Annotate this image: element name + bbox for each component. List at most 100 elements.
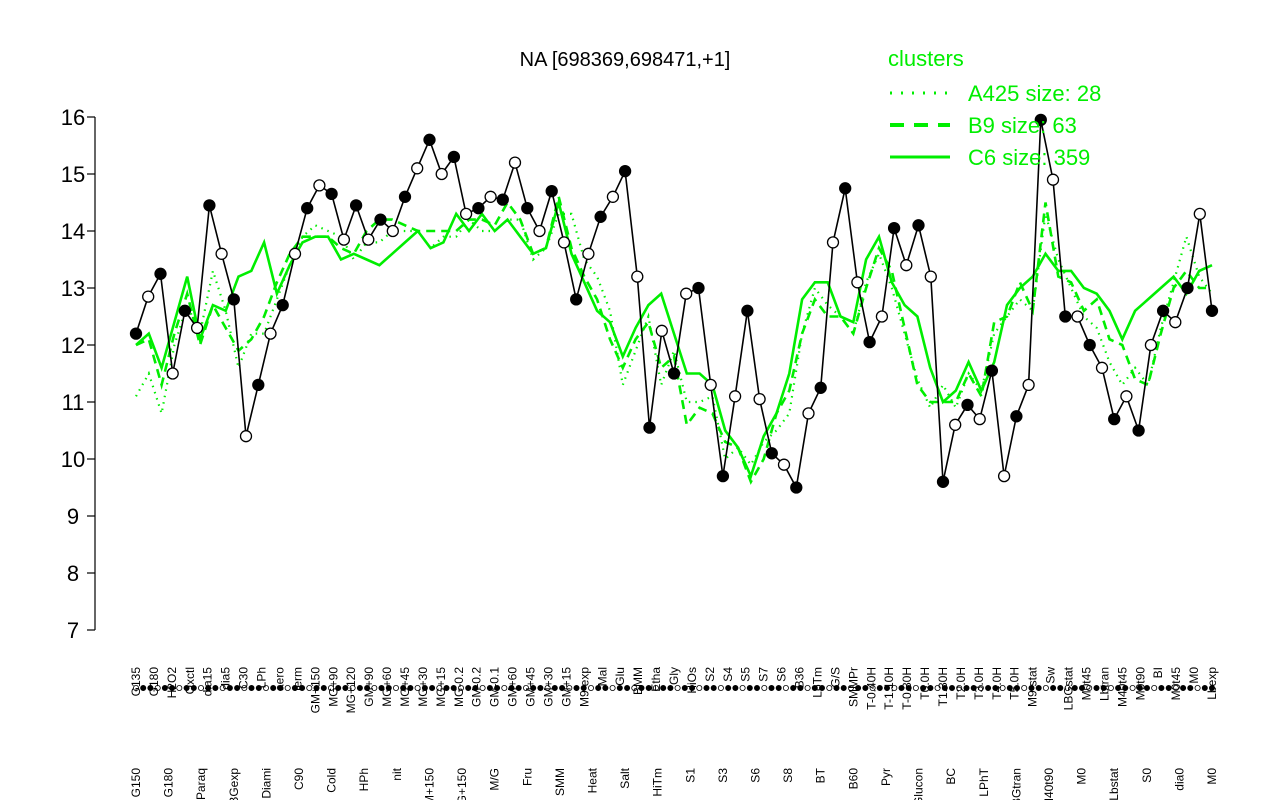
x-rug-mark — [190, 685, 197, 692]
x-tick-label: M9-exp — [577, 667, 591, 707]
data-point — [154, 267, 167, 280]
data-point — [264, 327, 277, 340]
data-point — [1193, 207, 1206, 221]
data-point — [557, 236, 571, 249]
x-rug-mark — [537, 685, 544, 692]
x-rug-mark — [291, 685, 298, 692]
legend: clusters A425 size: 28 B9 size: 63 C6 si… — [888, 46, 1101, 170]
x-rug-mark — [436, 685, 443, 692]
x-rug-mark — [1136, 685, 1143, 692]
x-tick-label: B60 — [846, 768, 860, 790]
data-point — [447, 150, 461, 164]
x-tick-label: GM+60 — [506, 667, 520, 707]
x-tick-label: T3.0H — [972, 667, 986, 700]
data-point — [570, 293, 583, 306]
x-rug-mark — [1100, 685, 1107, 692]
x-rug-mark — [400, 685, 407, 692]
x-rug-mark — [342, 685, 349, 692]
x-rug-mark — [811, 685, 818, 692]
x-rug-mark — [1050, 685, 1057, 692]
x-rug-mark — [212, 685, 219, 692]
x-tick-label: BMM — [631, 667, 645, 695]
x-tick-label: S6 — [775, 667, 789, 682]
x-rug-mark — [407, 685, 414, 692]
legend-label-a425: A425 size: 28 — [968, 81, 1101, 106]
x-rug-mark — [551, 685, 558, 692]
x-rug-mark — [1086, 685, 1093, 692]
data-point — [496, 193, 509, 206]
x-rug-mark — [819, 685, 826, 692]
data-point — [887, 221, 901, 235]
x-rug-mark — [306, 685, 313, 692]
x-tick-label: G/S — [828, 667, 842, 688]
x-tick-label: C30 — [237, 667, 251, 689]
x-rug-mark — [1165, 685, 1172, 692]
y-tick-label: 15 — [61, 162, 85, 187]
legend-label-b9: B9 size: 63 — [968, 113, 1077, 138]
x-tick-label: MG+120 — [344, 667, 358, 714]
data-point — [301, 202, 314, 215]
data-point — [129, 327, 143, 340]
y-tick-label: 8 — [67, 561, 79, 586]
x-tick-label: GM+150 — [423, 768, 437, 800]
data-point — [802, 407, 815, 420]
x-tick-label: S1 — [683, 768, 697, 783]
x-tick-label: MG+90 — [326, 667, 340, 707]
x-tick-label: GM+30 — [542, 667, 556, 707]
x-rug-mark — [905, 685, 912, 692]
x-rug-mark — [912, 685, 919, 692]
x-rug-mark — [1209, 685, 1216, 692]
x-rug-mark — [941, 685, 948, 692]
x-tick-label: GM+90 — [362, 667, 376, 707]
data-point — [973, 412, 986, 426]
x-rug-mark — [559, 685, 566, 692]
x-rug-mark — [999, 685, 1006, 692]
x-rug-mark — [710, 685, 717, 692]
data-point — [936, 475, 950, 488]
data-point — [386, 224, 399, 238]
x-rug-mark — [132, 685, 139, 692]
data-point — [826, 236, 840, 249]
x-tick-label: M0 — [1075, 768, 1089, 785]
x-rug-mark — [840, 685, 847, 692]
x-tick-label: SMMPr — [846, 667, 860, 707]
data-point — [435, 167, 448, 181]
x-rug-mark — [277, 685, 284, 692]
x-tick-label: BC — [944, 768, 958, 785]
x-tick-label: Gly — [667, 667, 681, 685]
y-axis: 7 8 9 10 11 12 13 14 15 16 — [61, 105, 96, 643]
x-rug-mark — [609, 685, 616, 692]
x-rug-mark — [205, 685, 212, 692]
data-point — [166, 367, 179, 380]
x-rug-mark — [501, 685, 508, 692]
data-point — [374, 213, 387, 226]
data-point — [337, 233, 351, 246]
data-point — [594, 210, 607, 223]
x-rug-mark — [508, 685, 515, 692]
data-point — [1010, 410, 1023, 423]
x-rug-mark — [1006, 685, 1013, 692]
x-rug-mark — [1028, 685, 1035, 692]
x-tick-label: GM-0.2 — [470, 667, 484, 707]
x-tick-label: G150 — [129, 768, 143, 798]
x-rug-mark — [154, 685, 161, 692]
data-point — [997, 469, 1011, 483]
data-point — [790, 481, 803, 494]
data-point — [484, 190, 497, 203]
x-tick-label: S4 — [721, 667, 735, 682]
x-tick-label: M0t90 — [1133, 667, 1147, 701]
x-tick-label: M0 — [1205, 768, 1219, 785]
x-rug-mark — [790, 685, 797, 692]
x-rug-mark — [1172, 685, 1179, 692]
x-tick-label: M0t45 — [1169, 667, 1183, 701]
x-rug-mark — [768, 685, 775, 692]
y-tick-label: 16 — [61, 105, 85, 130]
x-tick-label: S6 — [749, 768, 763, 783]
x-rug-mark — [1201, 685, 1208, 692]
data-point — [851, 276, 864, 289]
x-rug-mark — [356, 685, 363, 692]
data-point — [362, 233, 375, 246]
data-point — [1108, 412, 1121, 426]
chart-title: NA [698369,698471,+1] — [520, 49, 731, 71]
x-tick-label: T-0.30H — [900, 667, 914, 710]
